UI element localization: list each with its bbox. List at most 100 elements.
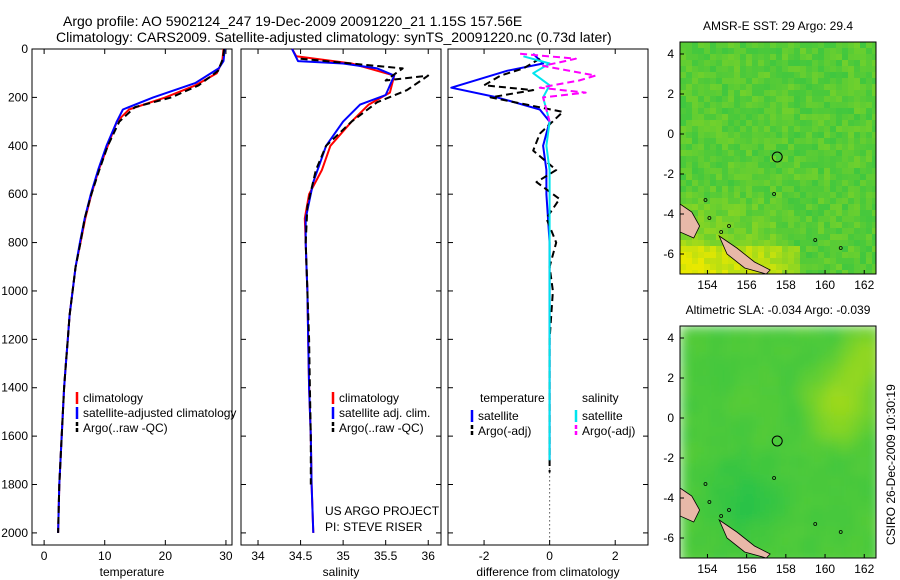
sst_map-ytick-label: -6 xyxy=(663,247,674,261)
island-marker xyxy=(772,476,776,480)
temperature-ytick-label: 1600 xyxy=(1,429,28,443)
sla_map-ytick-label: -2 xyxy=(663,451,674,465)
temperature-ytick-label: 400 xyxy=(8,139,28,153)
temperature-frame xyxy=(31,48,233,546)
panel-temperature: 0 10 20 30 0 200 400 600 800 1000 1200 1400 1600 1800… xyxy=(1,42,236,579)
difference-legend-temperature: temperature xyxy=(480,391,545,405)
temperature-ytick-label: 800 xyxy=(8,236,28,250)
side-stamp: CSIRO 26-Dec-2009 10:30:19 xyxy=(884,384,898,545)
difference-series-salinity-argo-adj- xyxy=(520,52,597,122)
temperature-ytick-label: 1400 xyxy=(1,381,28,395)
header-line2: Climatology: CARS2009. Satellite-adjuste… xyxy=(56,29,612,45)
sla_map-ytick-label: 4 xyxy=(667,331,674,345)
island-marker xyxy=(719,514,724,518)
profile-panels: 0 10 20 30020040060080010001200140016001800… xyxy=(1,42,649,579)
temperature-ytick-label: 2000 xyxy=(1,526,28,540)
sla_map-field xyxy=(680,326,876,558)
sst_map-ytick-label: 0 xyxy=(667,127,674,141)
salinity-xlabel: salinity xyxy=(323,565,360,579)
temperature-xtick-label: 30 xyxy=(219,549,233,563)
island-marker xyxy=(838,246,843,250)
island-marker xyxy=(813,522,818,526)
difference-frame xyxy=(447,48,649,546)
map-panels: AMSR-E SST: 29 Argo: 29.4 154 156 158 160 162… xyxy=(663,19,877,576)
map-sst_map: AMSR-E SST: 29 Argo: 29.4 154 156 158 160 162… xyxy=(663,19,877,292)
sla_map-xtick-label: 158 xyxy=(776,562,796,576)
salinity-legend-label: Argo(..raw -QC) xyxy=(339,421,424,435)
island-marker xyxy=(707,500,712,504)
salinity-xtick-label: 35.5 xyxy=(374,549,398,563)
island-marker xyxy=(707,216,712,220)
panel-salinity: 34 34.5 35 35.5 36 salinity climatologysatelli… xyxy=(240,48,442,579)
salinity-series-satellite-adj-clim- xyxy=(291,48,396,533)
sla_map-ytick-label: -4 xyxy=(663,491,674,505)
sst_map-float-marker xyxy=(771,151,783,163)
sst_map-ytick-label: 4 xyxy=(667,47,674,61)
map-sla_map: Altimetric SLA: -0.034 Argo: -0.039 154 15… xyxy=(663,303,877,576)
island-marker xyxy=(727,508,731,512)
sst_map-ytick-label: -2 xyxy=(663,167,674,181)
sst_map-title: AMSR-E SST: 29 Argo: 29.4 xyxy=(703,19,853,33)
temperature-legend-label: Argo(..raw -QC) xyxy=(83,421,168,435)
island-marker xyxy=(719,230,724,234)
project-annotation: US ARGO PROJECT xyxy=(325,504,440,518)
temperature-series-climatology xyxy=(57,48,225,533)
sst_map-frame xyxy=(679,41,877,275)
temperature-ytick-label: 1000 xyxy=(1,284,28,298)
salinity-series-argo-raw-qc- xyxy=(300,57,430,485)
salinity-legend-label: climatology xyxy=(339,391,399,405)
sst_map-xtick-label: 154 xyxy=(697,278,717,292)
temperature-ytick-label: 1800 xyxy=(1,478,28,492)
island-marker xyxy=(813,238,818,242)
temperature-ytick-label: 200 xyxy=(8,90,28,104)
sla_map-land xyxy=(680,476,843,558)
sla_map-xtick-label: 160 xyxy=(815,562,835,576)
temperature-legend-label: climatology xyxy=(83,391,143,405)
new-ireland-land xyxy=(680,203,701,239)
panel-difference: -2 0 2 difference from climatology temperatu… xyxy=(447,48,649,579)
salinity-legend-label: satellite adj. clim. xyxy=(339,406,430,420)
temperature-series-satellite-adjusted-climatology xyxy=(57,48,226,533)
sst_map-xtick-label: 162 xyxy=(854,278,874,292)
temperature-xtick-label: 20 xyxy=(159,549,173,563)
difference-xtick-label: 0 xyxy=(546,549,553,563)
temperature-xtick-label: 10 xyxy=(98,549,112,563)
temperature-series-argo-raw-qc- xyxy=(57,48,226,533)
island-marker xyxy=(727,224,731,228)
sla_map-title: Altimetric SLA: -0.034 Argo: -0.039 xyxy=(686,303,871,317)
sla_map-frame xyxy=(679,325,877,559)
difference-xtick-label: -2 xyxy=(479,549,490,563)
temperature-legend-label: satellite-adjusted climatology xyxy=(83,406,236,420)
sla_map-ytick-label: -6 xyxy=(663,531,674,545)
sla_map-xtick-label: 154 xyxy=(697,562,717,576)
sst_map-xtick-label: 160 xyxy=(815,278,835,292)
temperature-xtick-label: 0 xyxy=(41,549,48,563)
island-marker xyxy=(838,530,843,534)
pi-annotation: PI: STEVE RISER xyxy=(325,520,423,534)
sla_map-float-marker xyxy=(771,435,783,447)
difference-legend-label: Argo(-adj) xyxy=(582,424,635,438)
sla_map-ytick-label: 2 xyxy=(667,371,674,385)
sst_map-field xyxy=(680,42,876,274)
difference-xlabel: difference from climatology xyxy=(476,565,619,579)
difference-xtick-label: 2 xyxy=(612,549,619,563)
island-marker xyxy=(703,198,708,202)
bougainville-land xyxy=(718,234,771,274)
difference-legend-label: Argo(-adj) xyxy=(478,424,531,438)
sst_map-ytick-label: -4 xyxy=(663,207,674,221)
sst_map-ytick-label: 2 xyxy=(667,87,674,101)
salinity-xtick-label: 34.5 xyxy=(289,549,313,563)
difference-legend-label: satellite xyxy=(582,409,623,423)
island-marker xyxy=(772,192,776,196)
salinity-frame xyxy=(240,48,442,546)
sst_map-land xyxy=(680,192,843,274)
salinity-xtick-label: 35 xyxy=(336,549,350,563)
sla_map-ytick-label: 0 xyxy=(667,411,674,425)
sla_map-xtick-label: 162 xyxy=(854,562,874,576)
temperature-ytick-label: 600 xyxy=(8,187,28,201)
temperature-xlabel: temperature xyxy=(100,565,165,579)
difference-legend-label: satellite xyxy=(478,409,519,423)
difference-series-temperature-argo-adj- xyxy=(483,57,564,473)
island-marker xyxy=(703,482,708,486)
